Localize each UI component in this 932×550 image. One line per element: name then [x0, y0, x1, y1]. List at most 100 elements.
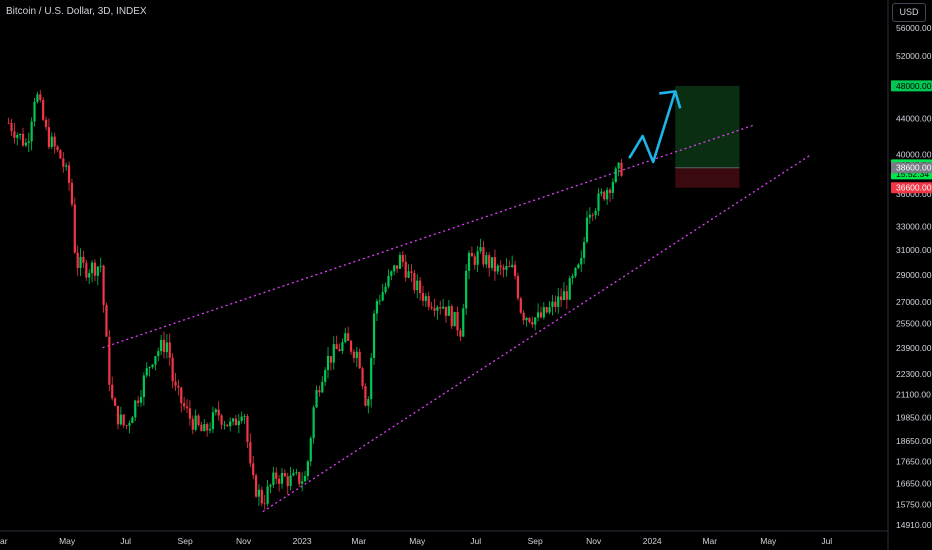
projection-path[interactable] — [628, 91, 677, 164]
trendline-lower[interactable] — [262, 153, 812, 513]
candle-up — [617, 161, 620, 177]
candle-up — [96, 265, 99, 286]
candle-up — [453, 311, 456, 327]
candle-up — [614, 166, 617, 184]
candle-down — [252, 455, 255, 480]
candle-down — [220, 413, 223, 430]
candle-up — [24, 138, 27, 148]
candle-up — [131, 415, 134, 424]
stop-zone — [675, 167, 740, 188]
target-zone — [675, 85, 740, 168]
candle-down — [125, 424, 128, 430]
candle-down — [516, 272, 520, 301]
candle-down — [226, 424, 229, 427]
candle-up — [332, 336, 335, 370]
candle-down — [473, 253, 476, 270]
price-tick-label: 33000.00 — [896, 222, 932, 232]
candle-down — [188, 400, 192, 426]
candle-down — [283, 469, 286, 478]
candle-down — [44, 116, 48, 131]
candle-up — [585, 210, 589, 244]
candle-down — [488, 252, 491, 277]
candle-down — [444, 306, 448, 323]
symbol-title: Bitcoin / U.S. Dollar, 3D, INDEX — [6, 6, 147, 17]
candle-down — [42, 96, 45, 122]
candle-down — [13, 123, 16, 144]
candle-up — [160, 334, 163, 356]
candle-up — [295, 468, 298, 476]
candle-up — [355, 346, 358, 368]
candle-up — [548, 300, 551, 315]
candle-up — [88, 269, 91, 285]
candle-up — [50, 132, 53, 150]
candle-up — [240, 411, 243, 424]
candle-down — [171, 353, 174, 389]
candle-down — [352, 349, 356, 363]
candle-up — [597, 188, 600, 216]
price-tick-label: 14910.00 — [896, 520, 932, 530]
candle-up — [16, 132, 19, 146]
candle-down — [286, 472, 289, 495]
candle-up — [525, 316, 528, 327]
candle-down — [116, 405, 120, 430]
price-badge-label: 48000.00 — [896, 81, 932, 91]
candle-down — [603, 190, 606, 202]
candle-down — [249, 433, 252, 468]
candle-up — [384, 282, 387, 295]
candle-down — [111, 376, 114, 401]
candle-down — [433, 298, 436, 317]
price-tick-label: 27000.00 — [896, 297, 932, 307]
candle-up — [154, 355, 157, 371]
candle-down — [508, 260, 511, 268]
candle-up — [479, 238, 482, 254]
candle-down — [137, 396, 140, 407]
projection-arrowhead — [659, 90, 682, 109]
time-tick-label: 2024 — [643, 536, 662, 546]
candle-down — [522, 310, 525, 325]
candle-up — [381, 284, 384, 302]
candle-down — [70, 178, 74, 207]
time-tick-label: Sep — [178, 536, 193, 546]
candle-down — [459, 328, 462, 342]
candle-down — [565, 285, 568, 309]
time-tick-label: Jul — [821, 536, 832, 546]
candle-down — [591, 212, 594, 222]
price-tick-label: 25500.00 — [896, 318, 932, 328]
candle-down — [76, 245, 79, 277]
candle-up — [542, 302, 545, 320]
time-tick-label: Nov — [586, 536, 602, 546]
candle-down — [519, 296, 522, 315]
position-zones — [675, 85, 740, 188]
candle-down — [338, 343, 341, 352]
time-axis[interactable]: ar May Jul Sep Nov 2023 Mar May Jul Sep Nov 2024 Mar… — [0, 536, 832, 546]
candle-up — [229, 417, 232, 432]
candle-up — [447, 300, 450, 316]
candle-up — [30, 117, 33, 151]
price-tick-label: 52000.00 — [896, 51, 932, 61]
candle-down — [180, 386, 183, 413]
candle-down — [62, 152, 65, 173]
candle-down — [246, 413, 249, 448]
time-tick-label: Jul — [470, 536, 481, 546]
candle-up — [203, 419, 206, 432]
time-tick-label: ar — [0, 536, 8, 546]
price-axis[interactable]: 56000.00 52000.00 48000.00 44000.00 40000.00… — [896, 23, 932, 530]
time-tick-label: Sep — [528, 536, 543, 546]
candle-down — [197, 414, 200, 427]
candle-up — [306, 459, 309, 481]
price-badge-label: 38600.00 — [896, 163, 932, 173]
price-tick-label: 56000.00 — [896, 23, 932, 33]
candle-up — [341, 338, 344, 354]
candle-down — [260, 486, 263, 507]
price-tick-label: 15750.00 — [896, 499, 932, 509]
candle-up — [315, 385, 318, 409]
candle-down — [177, 379, 180, 396]
candle-up — [266, 479, 269, 507]
candle-down — [528, 317, 531, 324]
candle-up — [583, 236, 586, 265]
candle-up — [571, 273, 574, 285]
currency-button[interactable]: USD — [892, 3, 926, 22]
price-tick-label: 36000.00 — [896, 189, 932, 199]
candle-up — [194, 409, 197, 432]
